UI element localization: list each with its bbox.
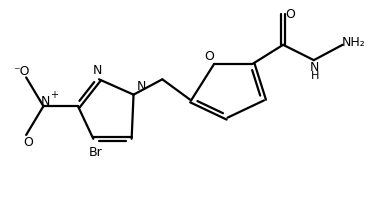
Text: N: N [310,61,319,73]
Text: Br: Br [88,146,102,159]
Text: N: N [137,80,146,93]
Text: O: O [285,8,295,21]
Text: N: N [40,95,50,108]
Text: O: O [205,50,215,63]
Text: +: + [50,90,58,100]
Text: O: O [23,136,33,149]
Text: N: N [92,64,102,77]
Text: H: H [310,71,319,81]
Text: ⁻O: ⁻O [13,65,30,78]
Text: NH₂: NH₂ [342,36,366,49]
